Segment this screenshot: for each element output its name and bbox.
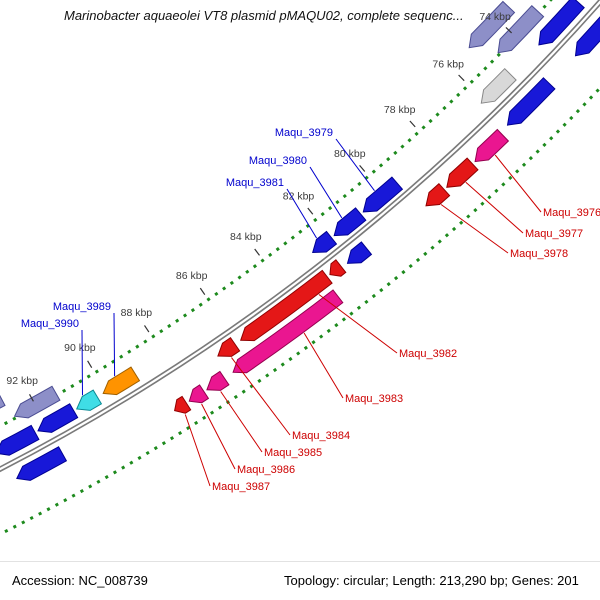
topology-text: Topology: circular; Length: 213,290 bp; … [284,573,579,588]
ruler-label: 92 kbp [6,375,38,387]
gene-arrow-Maqu_3984[interactable] [217,337,241,357]
ruler-label: 78 kbp [384,104,416,116]
gene-label-leader [303,332,344,399]
ruler-label: 74 kbp [479,11,511,23]
ruler-tick [254,248,260,256]
gene-arrow-g_purple_c[interactable] [13,385,61,419]
gene-label-Maqu_3982[interactable]: Maqu_3982 [399,348,457,360]
gene-arrow-g_blue_g[interactable] [0,424,40,456]
gene-arrow-g_gray[interactable] [480,67,517,104]
gene-label-Maqu_3979[interactable]: Maqu_3979 [275,127,333,139]
sequence-title: Marinobacter aquaeolei VT8 plasmid pMAQU… [64,8,464,23]
gene-label-leader [81,329,83,396]
gene-label-leader [309,166,343,219]
ruler-tick [458,74,465,82]
gene-arrow-Maqu_3978[interactable] [425,182,451,207]
gene-label-Maqu_3976[interactable]: Maqu_3976 [543,207,600,219]
ruler-tick [28,394,34,402]
ruler-label: 90 kbp [64,342,96,354]
gene-arrow-Maqu_3981[interactable] [312,230,338,254]
gene-arrow-g_purple_b[interactable] [468,0,516,49]
gene-arrow-g_blue_c[interactable] [506,77,556,126]
gene-arrow-Maqu_3989[interactable] [102,366,141,396]
accession-text: Accession: NC_008739 [12,573,148,588]
ruler-tick [199,287,206,296]
gene-label-leader [184,414,211,487]
ruler-tick [143,325,150,333]
gene-arrow-Maqu_3986[interactable] [188,384,210,404]
ruler-label: 84 kbp [230,231,262,243]
density-dots-inner [0,0,553,428]
gene-arrow-g_blue_a[interactable] [574,9,600,57]
gene-label-Maqu_3983[interactable]: Maqu_3983 [345,393,403,405]
ruler-tick [409,120,416,128]
gene-label-leader [318,294,398,354]
gene-label-Maqu_3981[interactable]: Maqu_3981 [226,177,284,189]
gene-arrow-Maqu_3982[interactable] [240,269,333,342]
gene-arrow-Maqu_3983[interactable] [232,289,344,374]
density-dots-outer [0,85,600,536]
gene-label-Maqu_3985[interactable]: Maqu_3985 [264,447,322,459]
ruler-label: 86 kbp [176,270,208,282]
ruler-label: 80 kbp [334,148,366,160]
gene-label-leader [201,403,236,470]
gene-arrow-Maqu_3976[interactable] [474,128,510,163]
gene-arrow-g_blue_b[interactable] [538,0,585,46]
gene-label-leader [440,204,509,254]
gene-arrow-Maqu_3979[interactable] [362,176,404,213]
sequence-backbone-gap [0,0,600,506]
gene-arrow-g_blue_i[interactable] [16,446,68,481]
status-bar: Accession: NC_008739 Topology: circular;… [0,561,600,600]
gene-arrow-g_blue_f[interactable] [37,403,79,433]
gene-arrow-g_purple_d[interactable] [0,391,6,422]
gene-label-leader [220,391,263,453]
ruler-tick [505,26,513,34]
gene-arrow-g_purple_a[interactable] [497,4,545,54]
gene-label-leader [465,181,524,234]
gene-label-Maqu_3977[interactable]: Maqu_3977 [525,228,583,240]
gene-arrow-Maqu_3980[interactable] [333,207,367,237]
gene-label-Maqu_3980[interactable]: Maqu_3980 [249,155,307,167]
gene-label-leader [335,138,375,191]
ruler-label: 82 kbp [283,190,315,202]
ruler-tick [359,165,366,172]
gene-arrow-Maqu_3990[interactable] [75,389,103,411]
gene-label-Maqu_3987[interactable]: Maqu_3987 [212,481,270,493]
ruler-label: 88 kbp [121,307,153,319]
gene-label-Maqu_3984[interactable]: Maqu_3984 [292,430,350,442]
ruler-tick [87,360,93,369]
gene-label-leader [286,188,318,239]
gene-arrow-Maqu_3977[interactable] [446,157,479,188]
gene-arrow-Maqu_3987[interactable] [174,395,192,414]
gene-label-Maqu_3978[interactable]: Maqu_3978 [510,248,568,260]
gene-label-leader [494,154,542,213]
gene-label-Maqu_3989[interactable]: Maqu_3989 [53,301,111,313]
gene-label-Maqu_3986[interactable]: Maqu_3986 [237,464,295,476]
gene-arrow-g_red_s[interactable] [329,259,347,277]
gene-arrow-Maqu_3985[interactable] [206,370,230,391]
gene-label-leader [113,312,116,377]
gene-label-leader [231,357,291,436]
gene-label-Maqu_3990[interactable]: Maqu_3990 [21,318,79,330]
ruler-tick [307,207,314,215]
ruler-label: 76 kbp [432,58,464,70]
gene-arrow-g_blue_e[interactable] [346,241,373,264]
